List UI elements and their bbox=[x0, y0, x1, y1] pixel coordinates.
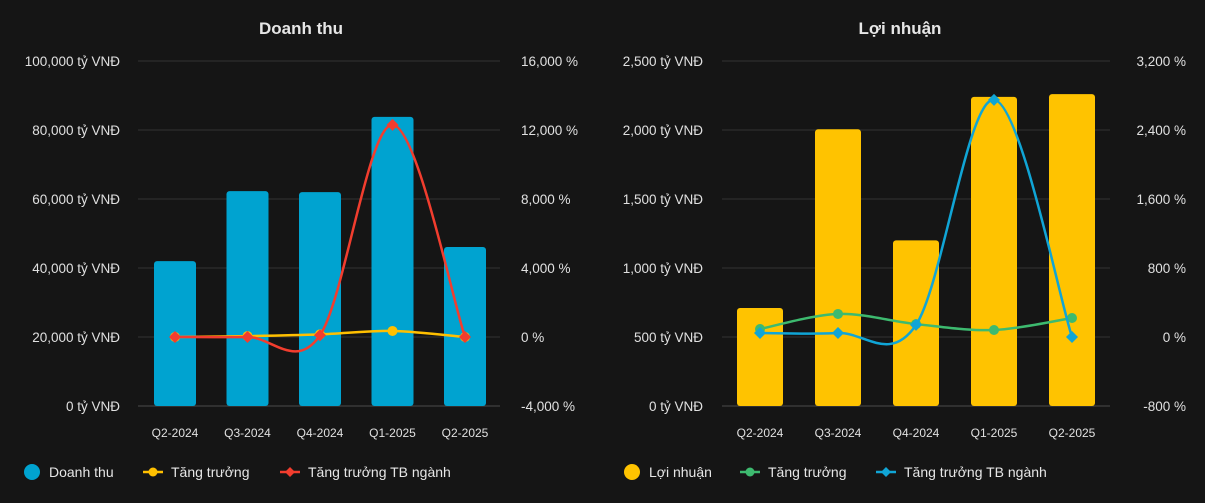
right-axis-tick: 4,000 % bbox=[521, 261, 571, 276]
right-axis-tick: -800 % bbox=[1143, 399, 1186, 414]
legend-marker-icon bbox=[881, 467, 891, 477]
left-axis-tick: 0 tỷ VNĐ bbox=[66, 399, 120, 414]
data-point bbox=[988, 93, 1000, 106]
left-axis-tick: 60,000 tỷ VNĐ bbox=[32, 192, 120, 207]
x-axis-tick: Q2-2024 bbox=[152, 426, 199, 440]
legend-item[interactable]: Tăng trưởng bbox=[143, 464, 249, 480]
right-axis-tick: 2,400 % bbox=[1136, 123, 1186, 138]
legend-marker-icon bbox=[148, 467, 158, 477]
data-point bbox=[833, 308, 843, 319]
data-point bbox=[1066, 331, 1078, 343]
bar bbox=[971, 96, 1017, 406]
data-point bbox=[832, 327, 844, 340]
legend-label: Tăng trưởng TB ngành bbox=[308, 464, 451, 480]
right-axis-tick: 800 % bbox=[1148, 261, 1186, 276]
series-tăng-trưởng-tb-ngành bbox=[169, 118, 471, 353]
left-axis-tick: 20,000 tỷ VNĐ bbox=[32, 330, 120, 345]
x-axis-tick: Q2-2025 bbox=[1049, 426, 1096, 440]
left-axis-tick: 500 tỷ VNĐ bbox=[634, 330, 703, 345]
legend-item[interactable]: Lợi nhuận bbox=[624, 464, 712, 480]
x-axis-tick: Q2-2025 bbox=[442, 426, 489, 440]
x-axis-tick: Q2-2024 bbox=[737, 426, 784, 440]
right-axis-tick: 16,000 % bbox=[521, 54, 578, 69]
left-axis-tick: 40,000 tỷ VNĐ bbox=[32, 261, 120, 276]
series-tăng-trưởng-tb-ngành bbox=[754, 93, 1078, 346]
chart-title: Lợi nhuận bbox=[859, 19, 942, 38]
bar bbox=[299, 192, 341, 406]
x-axis-tick: Q1-2025 bbox=[369, 426, 416, 440]
left-axis-tick: 2,500 tỷ VNĐ bbox=[623, 54, 704, 69]
right-axis-tick: 8,000 % bbox=[521, 192, 571, 207]
left-axis-tick: 2,000 tỷ VNĐ bbox=[623, 123, 704, 138]
right-axis-tick: 12,000 % bbox=[521, 123, 578, 138]
data-point bbox=[386, 118, 399, 131]
chart-title: Doanh thu bbox=[259, 19, 343, 38]
data-point bbox=[989, 325, 999, 336]
legend-circle-icon bbox=[624, 464, 640, 480]
series-doanh-thu bbox=[154, 116, 486, 406]
data-point bbox=[910, 318, 922, 331]
data-point bbox=[241, 331, 254, 343]
data-point bbox=[1067, 313, 1077, 324]
bar bbox=[737, 308, 783, 406]
chart-0: Doanh thu 0 tỷ VNĐ -4,000 % 20,000 tỷ VNĐ 0 … bbox=[24, 19, 578, 480]
legend-item[interactable]: Tăng trưởng TB ngành bbox=[876, 464, 1047, 480]
x-axis-tick: Q4-2024 bbox=[893, 426, 940, 440]
legend-marker-icon bbox=[285, 467, 295, 477]
x-axis-tick: Q4-2024 bbox=[297, 426, 344, 440]
right-axis-tick: 1,600 % bbox=[1136, 192, 1186, 207]
left-axis-tick: 1,500 tỷ VNĐ bbox=[623, 192, 704, 207]
bar bbox=[444, 246, 486, 406]
x-axis-tick: Q3-2024 bbox=[224, 426, 271, 440]
data-point bbox=[754, 327, 766, 340]
right-axis-tick: -4,000 % bbox=[521, 399, 575, 414]
legend-label: Lợi nhuận bbox=[649, 464, 712, 480]
right-axis-tick: 0 % bbox=[1163, 330, 1186, 345]
bar bbox=[1049, 94, 1095, 407]
x-axis-tick: Q3-2024 bbox=[815, 426, 862, 440]
bar bbox=[815, 129, 861, 406]
legend-item[interactable]: Tăng trưởng TB ngành bbox=[280, 464, 451, 480]
x-axis-tick: Q1-2025 bbox=[971, 426, 1018, 440]
legend-marker-icon bbox=[745, 467, 755, 477]
legend-label: Doanh thu bbox=[49, 464, 114, 480]
left-axis-tick: 1,000 tỷ VNĐ bbox=[623, 261, 704, 276]
data-point bbox=[387, 325, 398, 336]
legend-label: Tăng trưởng bbox=[768, 464, 846, 480]
data-point bbox=[459, 331, 471, 343]
legend-item[interactable]: Doanh thu bbox=[24, 464, 114, 480]
series-lợi-nhuận bbox=[737, 94, 1095, 407]
right-axis-tick: 3,200 % bbox=[1136, 54, 1186, 69]
legend-circle-icon bbox=[24, 464, 40, 480]
right-axis-tick: 0 % bbox=[521, 330, 544, 345]
data-point bbox=[169, 331, 181, 343]
bar bbox=[371, 116, 414, 406]
left-axis-tick: 80,000 tỷ VNĐ bbox=[32, 123, 120, 138]
legend-label: Tăng trưởng TB ngành bbox=[904, 464, 1047, 480]
left-axis-tick: 100,000 tỷ VNĐ bbox=[25, 54, 121, 69]
chart-1: Lợi nhuận 0 tỷ VNĐ -800 % 500 tỷ VNĐ 0 % 1,00… bbox=[623, 19, 1186, 480]
left-axis-tick: 0 tỷ VNĐ bbox=[649, 399, 703, 414]
legend-item[interactable]: Tăng trưởng bbox=[740, 464, 846, 480]
legend-label: Tăng trưởng bbox=[171, 464, 249, 480]
bar bbox=[226, 191, 269, 406]
data-point bbox=[314, 329, 326, 342]
